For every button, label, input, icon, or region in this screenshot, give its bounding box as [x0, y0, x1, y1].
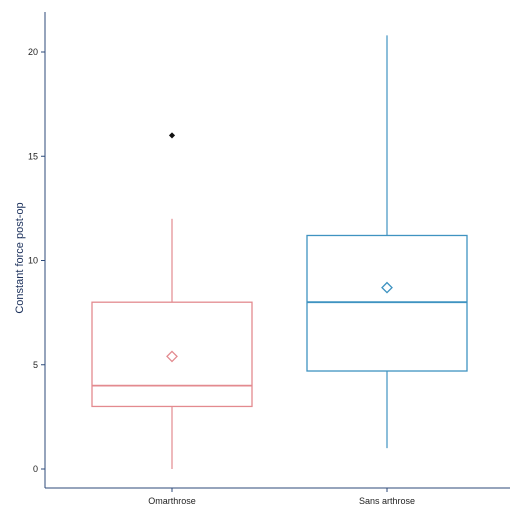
axes: 0 5 10 15 20 Omarthrose Sans arthrose [28, 12, 510, 506]
y-tick-label-15: 15 [28, 151, 38, 161]
y-tick-label-0: 0 [33, 464, 38, 474]
box-group-0 [91, 132, 253, 469]
outlier-point-0-0 [168, 132, 176, 139]
y-axis-title: Constant force post-op [14, 202, 26, 313]
box-1 [306, 234, 468, 372]
box-0 [91, 301, 253, 408]
mean-marker-0 [166, 350, 178, 363]
y-tick-label-5: 5 [33, 360, 38, 370]
plot-marks [91, 35, 468, 469]
mean-marker-1 [381, 281, 393, 294]
y-tick-label-10: 10 [28, 256, 38, 266]
x-tick-label-0: Omarthrose [148, 496, 196, 506]
box-group-1 [306, 35, 468, 449]
y-tick-label-20: 20 [28, 47, 38, 57]
x-tick-label-1: Sans arthrose [359, 496, 415, 506]
